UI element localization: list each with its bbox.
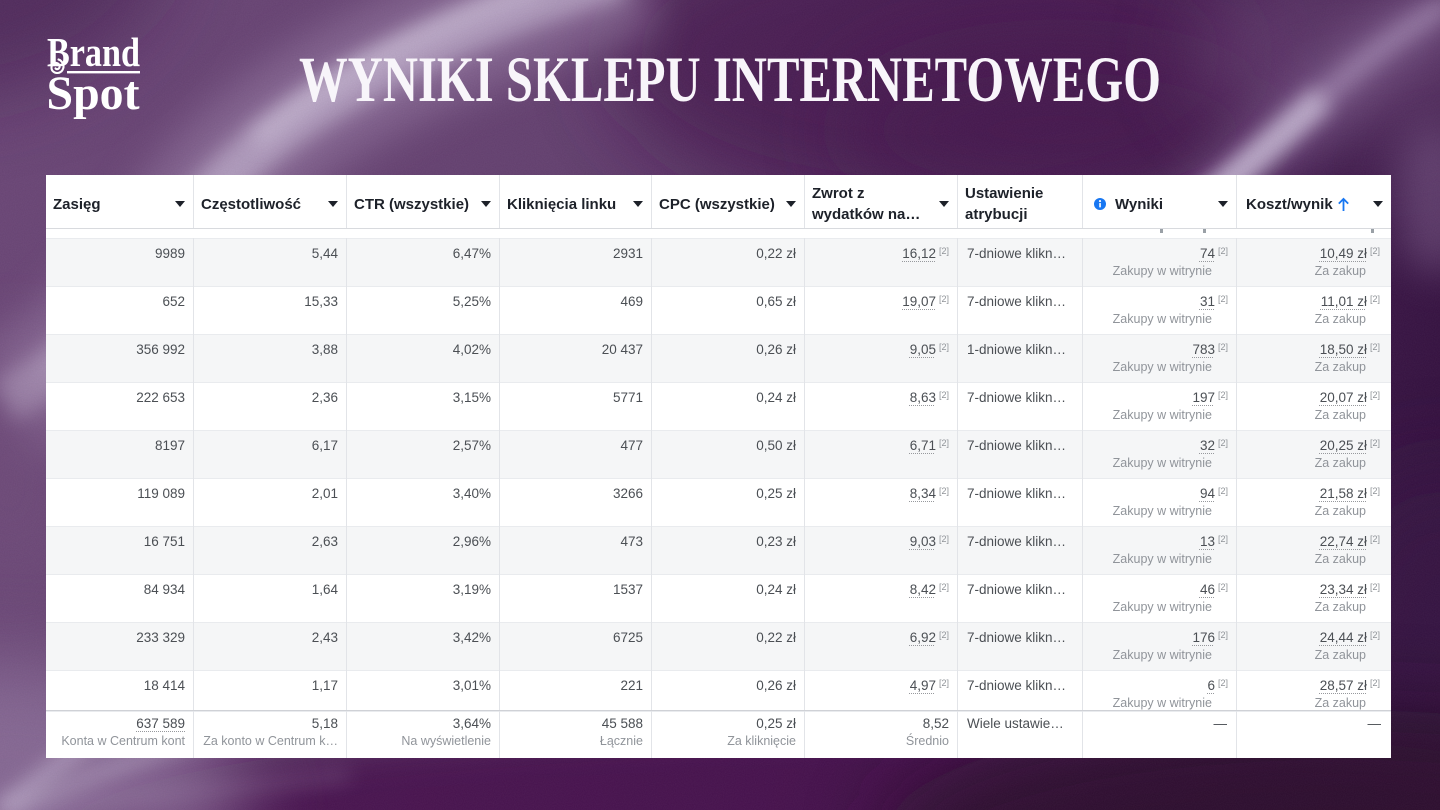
svg-text:WYNIKI SKLEPU INTERNETOWEGO: WYNIKI SKLEPU INTERNETOWEGO xyxy=(299,44,1161,116)
svg-text:Spot: Spot xyxy=(47,67,140,120)
